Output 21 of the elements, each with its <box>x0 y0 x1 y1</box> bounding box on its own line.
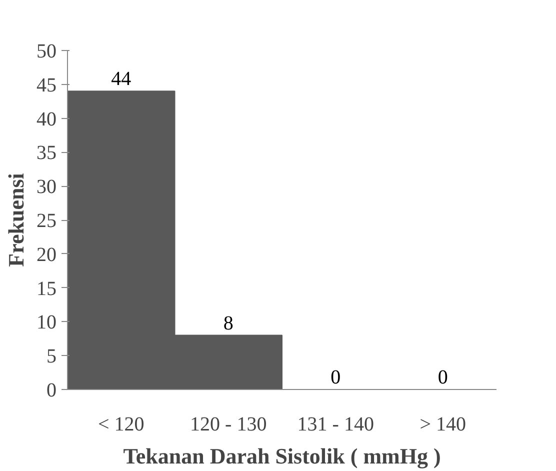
y-tick-label: 10 <box>36 312 56 334</box>
x-axis-title: Tekanan Darah Sistolik ( mmHg ) <box>123 444 441 468</box>
y-tick-label: 15 <box>36 278 56 300</box>
y-tick-label: 20 <box>36 244 56 266</box>
data-label: 44 <box>111 68 132 90</box>
y-tick-label: 45 <box>36 74 56 96</box>
data-label: 0 <box>330 366 341 388</box>
y-axis-title: Frekuensi <box>4 173 28 267</box>
y-tick-label: 25 <box>36 210 56 232</box>
x-tick-label: > 140 <box>420 414 466 436</box>
x-tick-label: 120 - 130 <box>190 414 267 436</box>
y-tick-label: 30 <box>36 176 56 198</box>
y-tick-label: 50 <box>36 40 56 62</box>
y-tick-label: 5 <box>46 346 56 368</box>
y-tick-label: 0 <box>46 380 56 402</box>
y-tick-label: 40 <box>36 108 56 130</box>
data-label: 8 <box>223 312 234 334</box>
y-tick-label: 35 <box>36 142 56 164</box>
x-tick-label: 131 - 140 <box>297 414 374 436</box>
data-label: 0 <box>438 366 448 388</box>
x-tick-label: < 120 <box>98 414 144 436</box>
